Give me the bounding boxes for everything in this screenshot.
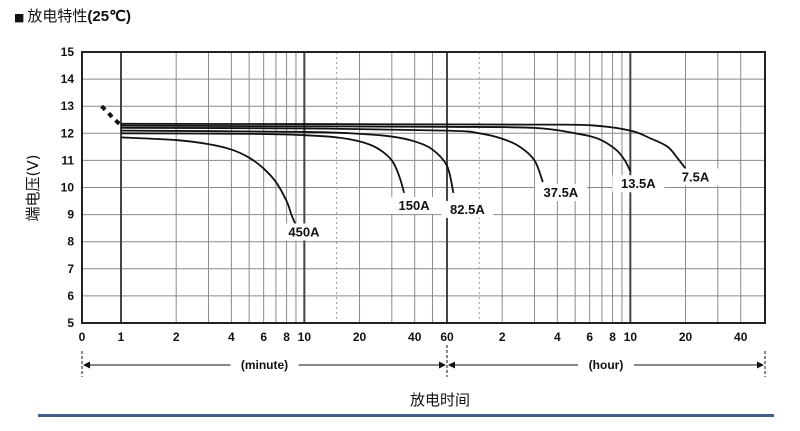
y-tick-labels: 5 6 7 8 9 10 11 12 13 14 15: [61, 45, 75, 330]
x-tick-label-minute: 0: [79, 330, 86, 344]
x-tick-label-hour: 10: [624, 330, 638, 344]
plot-frame: [81, 51, 766, 324]
series-line-150A: [120, 132, 405, 194]
curve-labels: 450A 150A 82.5A 37.5A 13.5A 7.5A: [277, 168, 722, 241]
x-tick-label-minute: 10: [298, 330, 312, 344]
initial-voltage-curve: [100, 104, 123, 127]
x-tick-label-minute: 2: [173, 330, 180, 344]
title-temperature: (25℃): [87, 8, 131, 25]
discharge-curves: [100, 104, 687, 226]
arrow-head: [439, 361, 446, 369]
plot-border: [81, 51, 766, 324]
range-label-bg: [230, 356, 299, 374]
series-label: 7.5A: [682, 170, 710, 185]
series-label-bg: [277, 223, 330, 241]
y-tick-label: 5: [67, 316, 74, 330]
series-label-bg: [534, 184, 587, 202]
range-label-bg: [578, 356, 634, 374]
series-line-7.5A: [120, 122, 687, 170]
x-tick-label-minute: 40: [408, 330, 422, 344]
x-tick-label-hour: 6: [586, 330, 593, 344]
series-line-82.5A: [120, 129, 455, 194]
series-label-bg: [612, 175, 665, 193]
x-tick-label-hour: 2: [499, 330, 506, 344]
y-tick-label: 11: [61, 153, 74, 167]
series-line-13.5A: [120, 124, 632, 172]
x-tick-label-hour: 4: [554, 330, 561, 344]
y-tick-label: 7: [67, 262, 74, 276]
series-label-bg: [388, 196, 441, 214]
x-tick-labels: 0 1 2 4 6 8 10 20 40 60 2 4 6 8 10 20 40: [79, 330, 748, 344]
minute-range-label: (minute): [241, 358, 288, 372]
x-tick-label-hour: 20: [679, 330, 693, 344]
series-line-450A: [120, 136, 297, 226]
x-tick-label-minute: 8: [283, 330, 290, 344]
x-axis-label: 放电时间: [410, 391, 470, 409]
y-tick-label: 6: [67, 289, 74, 303]
series-label: 450A: [288, 224, 320, 239]
y-tick-label: 10: [61, 181, 75, 195]
series-label: 13.5A: [621, 176, 656, 191]
x-tick-label-minute: 4: [228, 330, 235, 344]
series-label: 37.5A: [544, 185, 579, 200]
y-tick-label: 14: [61, 72, 75, 86]
series-label: 150A: [399, 198, 431, 213]
title-text: 放电特性: [27, 7, 88, 25]
y-tick-label: 13: [61, 99, 75, 113]
y-tick-label: 12: [61, 126, 75, 140]
x-tick-label-minute: 20: [353, 330, 367, 344]
y-axis-label: 端电压(V): [24, 155, 42, 222]
y-tick-label: 8: [67, 235, 74, 249]
bottom-divider: [38, 414, 774, 417]
chart-title: ■ 放电特性(25℃): [14, 5, 131, 26]
arrow-head: [448, 361, 455, 369]
series-line-37.5A: [120, 126, 544, 183]
y-tick-label: 15: [61, 45, 75, 59]
series-label-bg: [441, 200, 494, 218]
title-square-bullet: ■: [14, 11, 25, 24]
y-tick-label: 9: [67, 208, 74, 222]
x-tick-label-hour: 40: [734, 330, 748, 344]
hour-range-label: (hour): [589, 358, 624, 372]
series-label: 82.5A: [450, 202, 485, 217]
x-tick-label-hour: 8: [609, 330, 616, 344]
x-tick-label-minute: 60: [440, 330, 454, 344]
series-label-bg: [669, 168, 722, 186]
x-tick-label-minute: 1: [118, 330, 125, 344]
time-range-indicators: (minute) (hour): [81, 345, 766, 377]
arrow-head: [83, 361, 90, 369]
x-tick-label-minute: 6: [260, 330, 267, 344]
arrow-head: [757, 361, 764, 369]
